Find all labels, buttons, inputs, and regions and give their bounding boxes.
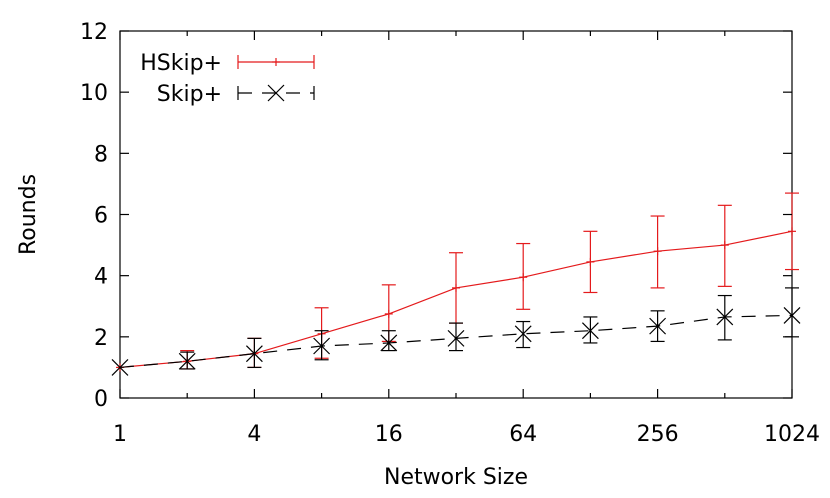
x-tick-label: 64: [509, 422, 537, 447]
y-tick-label: 12: [80, 20, 108, 45]
series-hskip: [116, 192, 799, 372]
x-tick-label: 256: [637, 422, 679, 447]
x-marker: [178, 352, 196, 370]
x-marker: [716, 308, 734, 326]
x-marker: [245, 345, 263, 363]
y-tick-label: 6: [94, 204, 108, 229]
y-tick-label: 2: [94, 326, 108, 351]
legend: HSkip+ Skip+: [140, 51, 315, 107]
x-marker: [581, 322, 599, 340]
series-layer: [111, 192, 801, 376]
legend-label: Skip+: [157, 82, 222, 107]
x-tick-label: 16: [375, 422, 403, 447]
y-axis-title: Rounds: [16, 174, 41, 255]
y-tick-label: 4: [94, 265, 108, 290]
y-tick-label: 0: [94, 387, 108, 412]
y-tick-label: 8: [94, 142, 108, 167]
x-axis-title: Network Size: [384, 465, 528, 490]
x-marker: [111, 358, 129, 376]
x-marker: [267, 84, 285, 102]
x-tick-label: 4: [247, 422, 261, 447]
legend-label: HSkip+: [140, 51, 222, 76]
x-marker: [514, 325, 532, 343]
x-marker: [380, 334, 398, 352]
x-marker: [649, 317, 667, 335]
x-marker: [783, 307, 801, 324]
x-tick-label: 1: [113, 422, 127, 447]
x-marker: [313, 337, 331, 355]
x-tick-label: 1024: [764, 422, 820, 447]
y-tick-label: 10: [80, 81, 108, 106]
x-marker: [447, 329, 465, 347]
